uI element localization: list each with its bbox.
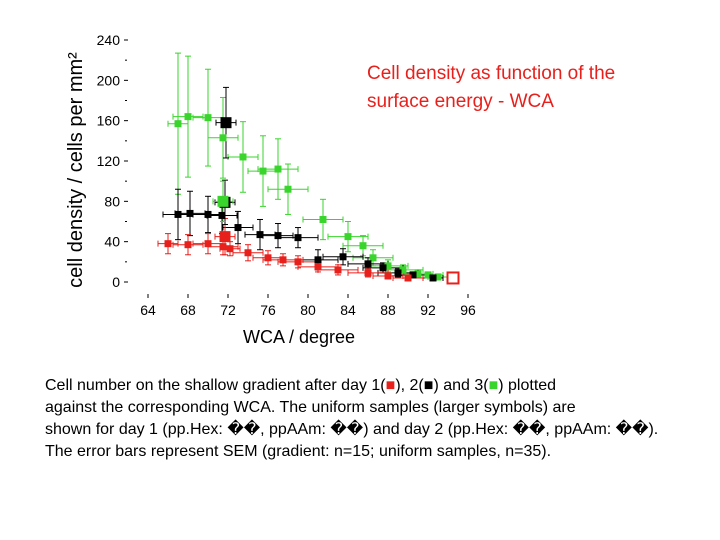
uniform-sample-point-2 bbox=[217, 195, 229, 207]
x-tick-label-6: 88 bbox=[380, 302, 396, 318]
y-axis-ticks: 0 40 80 120 160 200 240 bbox=[97, 32, 128, 290]
series-0-point-16 bbox=[434, 273, 442, 281]
series-2-point-0 bbox=[164, 240, 172, 248]
caption-line1-text-d: ) plotted bbox=[498, 377, 557, 394]
caption-line1-text-c: ) and 3( bbox=[433, 377, 489, 394]
series-0-point-0 bbox=[174, 120, 182, 128]
uniform-sample-point-4 bbox=[446, 271, 460, 285]
series-2-point-1 bbox=[184, 241, 192, 249]
series-2-point-12 bbox=[384, 272, 392, 280]
y-tick-label-5: 200 bbox=[97, 72, 121, 88]
y-tick-label-1: 40 bbox=[104, 234, 120, 250]
caption-line1-text-b: ), 2( bbox=[395, 377, 424, 394]
series-0-point-3 bbox=[219, 134, 227, 142]
series-1-point-11 bbox=[379, 264, 387, 272]
series-0-point-13 bbox=[399, 266, 407, 274]
series-1-point-14 bbox=[429, 274, 437, 282]
series-2-point-6 bbox=[264, 254, 272, 262]
series-0-point-12 bbox=[384, 262, 392, 270]
series-2-point-11 bbox=[364, 269, 372, 277]
uniform-sample-point-3 bbox=[220, 117, 232, 129]
x-tick-label-0: 64 bbox=[140, 302, 156, 318]
y-tick-label-4: 160 bbox=[97, 113, 121, 129]
x-axis-label: WCA / degree bbox=[243, 327, 355, 347]
caption-line4: The error bars represent SEM (gradient: … bbox=[45, 443, 552, 460]
series-2-point-2 bbox=[204, 240, 212, 248]
series-1-point-13 bbox=[409, 271, 417, 279]
series-0-point-7 bbox=[284, 185, 292, 193]
x-tick-label-4: 80 bbox=[300, 302, 316, 318]
series-1-point-0 bbox=[174, 210, 182, 218]
x-tick-label-8: 96 bbox=[460, 302, 476, 318]
series-1-point-3 bbox=[218, 211, 226, 219]
caption-line3: shown for day 1 (pp.Hex: ��, ppAAm: ��) … bbox=[45, 421, 659, 438]
series-0-point-11 bbox=[369, 254, 377, 262]
y-tick-label-3: 120 bbox=[97, 153, 121, 169]
series-1-point-9 bbox=[339, 253, 347, 261]
series-0-point-15 bbox=[424, 271, 432, 279]
series-0-point-2 bbox=[204, 114, 212, 122]
series-2-point-13 bbox=[404, 274, 412, 282]
series-1-point-4 bbox=[234, 224, 242, 232]
series-1-point-8 bbox=[314, 256, 322, 264]
svg-text:cell density / cells per mm²: cell density / cells per mm² bbox=[65, 52, 87, 288]
caption-line1-text-a: Cell number on the shallow gradient afte… bbox=[45, 377, 386, 394]
series-2-point-9 bbox=[314, 263, 322, 271]
series-0-point-9 bbox=[344, 233, 352, 241]
series-1-point-2 bbox=[204, 210, 212, 218]
legend-day1-square-icon: ■ bbox=[385, 377, 396, 394]
x-tick-label-3: 76 bbox=[260, 302, 276, 318]
figure-caption: Cell number on the shallow gradient afte… bbox=[45, 375, 685, 463]
data-points bbox=[164, 113, 460, 285]
y-tick-label-6: 240 bbox=[97, 32, 121, 48]
series-1-point-10 bbox=[364, 260, 372, 268]
series-0-point-5 bbox=[259, 167, 267, 175]
chart-plot: cell density / cells per mm² WCA / degre… bbox=[65, 32, 476, 347]
y-tick-label-2: 80 bbox=[104, 193, 120, 209]
uniform-sample-point-0 bbox=[219, 231, 231, 243]
y-tick-label-0: 0 bbox=[112, 274, 120, 290]
x-axis-ticks: 64 68 72 76 80 84 88 92 96 bbox=[140, 294, 476, 318]
series-2-point-5 bbox=[244, 249, 252, 257]
x-tick-label-7: 92 bbox=[420, 302, 436, 318]
series-2-point-3 bbox=[219, 243, 227, 251]
series-0-point-4 bbox=[239, 153, 247, 161]
caption-line2: against the corresponding WCA. The unifo… bbox=[45, 399, 576, 416]
series-0-point-1 bbox=[184, 113, 192, 121]
series-1-point-7 bbox=[294, 234, 302, 242]
series-0-point-6 bbox=[274, 165, 282, 173]
series-1-point-12 bbox=[394, 269, 402, 277]
series-1-point-1 bbox=[186, 209, 194, 217]
chart-title: Cell density as function of the surface … bbox=[367, 63, 616, 112]
legend-day2-square-icon: ■ bbox=[423, 377, 434, 394]
legend-day3-square-icon: ■ bbox=[488, 377, 499, 394]
series-1-point-5 bbox=[256, 231, 264, 239]
y-axis-label: cell density / cells per mm² bbox=[65, 52, 87, 288]
series-0-point-14 bbox=[414, 270, 422, 278]
series-0-point-10 bbox=[359, 242, 367, 250]
series-1-point-6 bbox=[274, 232, 282, 240]
series-2-point-10 bbox=[334, 266, 342, 274]
series-0-point-8 bbox=[319, 215, 327, 223]
x-tick-label-1: 68 bbox=[180, 302, 196, 318]
series-2-point-4 bbox=[226, 245, 234, 253]
series-2-point-7 bbox=[279, 256, 287, 264]
x-tick-label-2: 72 bbox=[220, 302, 236, 318]
x-tick-label-5: 84 bbox=[340, 302, 356, 318]
series-2-point-8 bbox=[294, 258, 302, 266]
